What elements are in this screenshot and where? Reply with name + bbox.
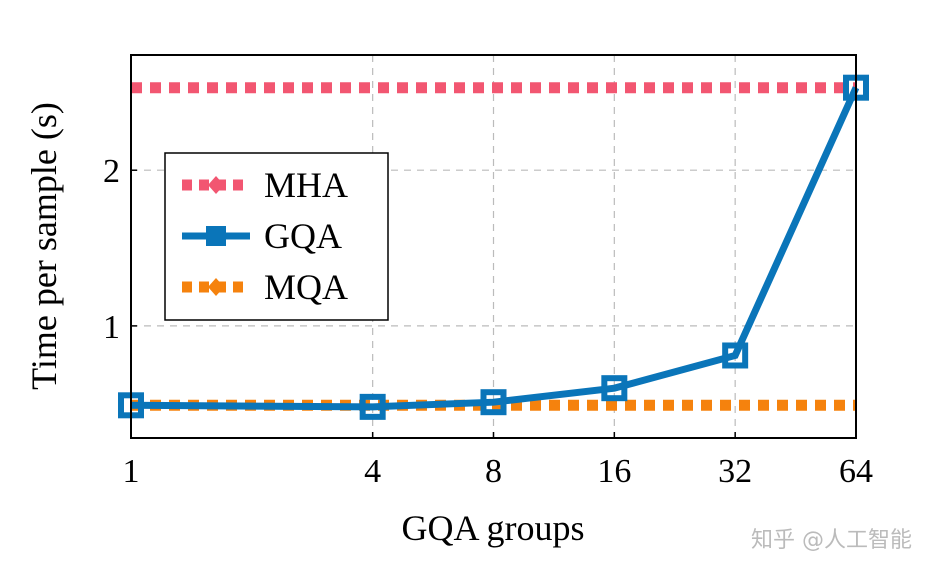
gqa-marker bbox=[722, 342, 749, 369]
series-group bbox=[118, 74, 869, 420]
gqa-marker bbox=[601, 375, 628, 402]
gqa-marker bbox=[480, 389, 507, 416]
legend-item-mha: MHA bbox=[182, 165, 348, 205]
legend-diamond-marker bbox=[208, 176, 224, 194]
x-tick-label: 64 bbox=[839, 453, 873, 490]
legend-label: GQA bbox=[264, 216, 342, 256]
legend-label: MHA bbox=[264, 165, 348, 205]
x-tick-label: 16 bbox=[597, 453, 631, 490]
x-tick-label: 1 bbox=[123, 453, 140, 490]
watermark: 知乎 @人工智能 bbox=[751, 528, 912, 553]
x-axis-label: GQA groups bbox=[401, 508, 584, 548]
legend-square-marker bbox=[206, 226, 226, 246]
gqa-line bbox=[130, 86, 860, 411]
ticks: 1 4 8 16 32 64 1 2 bbox=[103, 153, 873, 490]
legend-diamond-marker bbox=[208, 278, 224, 296]
x-tick-label: 8 bbox=[485, 453, 502, 490]
legend: MHA GQA MQA bbox=[164, 152, 389, 321]
x-tick-label: 32 bbox=[718, 453, 752, 490]
legend-item-mqa: MQA bbox=[182, 267, 348, 307]
series-gqa bbox=[118, 74, 869, 420]
y-axis-label: Time per sample (s) bbox=[24, 102, 64, 390]
legend-item-gqa: GQA bbox=[182, 216, 342, 256]
gqa-marker bbox=[359, 393, 386, 420]
y-tick-label: 1 bbox=[103, 309, 120, 346]
legend-label: MQA bbox=[264, 267, 348, 307]
y-tick-label: 2 bbox=[103, 153, 120, 190]
x-tick-label: 4 bbox=[364, 453, 381, 490]
